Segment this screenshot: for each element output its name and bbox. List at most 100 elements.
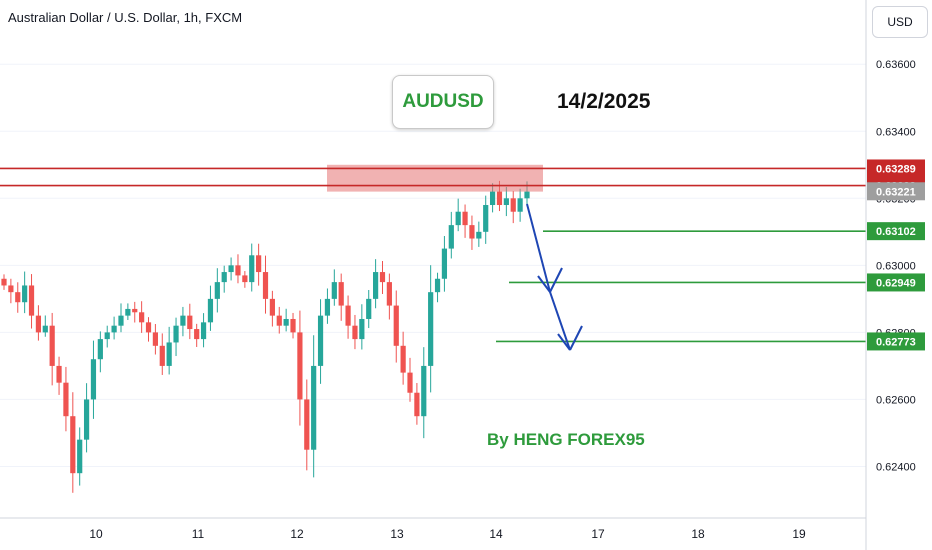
price-tick-label: 0.62600 (876, 394, 916, 406)
time-tick-label: 18 (691, 527, 705, 541)
time-tick-label: 17 (591, 527, 605, 541)
svg-text:0.62949: 0.62949 (876, 277, 916, 289)
current-price-label: 0.63221 (867, 182, 925, 201)
candlestick-series (1, 180, 530, 493)
candle (104, 325, 110, 348)
candle (462, 204, 468, 238)
candle (455, 198, 461, 232)
candle (173, 317, 179, 357)
candle (235, 254, 241, 284)
time-tick-label: 14 (489, 527, 503, 541)
candle (125, 303, 131, 320)
candle (290, 312, 296, 339)
candle (379, 260, 386, 295)
candle (187, 303, 193, 340)
candle (132, 301, 138, 323)
candle (145, 317, 152, 342)
time-axis: 10 11 12 13 14 17 18 19 (89, 527, 806, 541)
candle (77, 427, 83, 486)
time-tick-label: 10 (89, 527, 103, 541)
price-tick-label: 0.62400 (876, 461, 916, 473)
price-tick-label: 0.63600 (876, 59, 916, 71)
candle (483, 195, 489, 244)
price-tick-label: 0.63400 (876, 126, 916, 138)
candle (304, 379, 310, 471)
candle (15, 282, 21, 313)
candle (242, 271, 248, 288)
candle (256, 243, 262, 286)
candle (262, 255, 269, 314)
candle (428, 265, 434, 393)
candle (269, 290, 275, 327)
candle (311, 335, 317, 478)
candle (331, 269, 337, 306)
candle (338, 273, 344, 321)
currency-button[interactable]: USD (872, 6, 928, 38)
candle (194, 323, 200, 347)
candle (228, 257, 234, 281)
candle (373, 259, 379, 309)
candle (152, 324, 158, 355)
candle (83, 383, 90, 453)
pair-label-box: AUDUSD (392, 75, 494, 129)
price-tick-label: 0.63000 (876, 260, 916, 272)
candle (517, 188, 523, 222)
time-tick-label: 12 (290, 527, 304, 541)
candle (510, 191, 516, 224)
candle (249, 243, 255, 292)
time-tick-label: 19 (792, 527, 806, 541)
author-annotation: By HENG FOREX95 (487, 430, 645, 449)
candle (414, 383, 420, 425)
candle (139, 301, 145, 333)
svg-text:0.63102: 0.63102 (876, 226, 916, 238)
candle (35, 305, 42, 341)
time-tick-label: 13 (390, 527, 404, 541)
target-price-label: 0.63102 (867, 222, 925, 241)
target-price-label: 0.62949 (867, 273, 925, 292)
candle (70, 392, 76, 493)
svg-text:0.62773: 0.62773 (876, 336, 916, 348)
svg-text:0.63221: 0.63221 (876, 186, 916, 198)
symbol-title: Australian Dollar / U.S. Dollar, 1h, FXC… (8, 10, 243, 25)
candle (97, 331, 103, 373)
candle (476, 221, 482, 247)
candle (434, 272, 441, 303)
candle (297, 310, 303, 426)
candle (180, 306, 186, 337)
candle (359, 304, 365, 350)
resistance-price-label: 0.63289 (867, 159, 925, 178)
candle (317, 299, 324, 384)
candle (276, 306, 282, 334)
candle (214, 268, 220, 313)
candle (1, 274, 7, 290)
candle (42, 315, 48, 337)
candle (352, 314, 358, 350)
candle (118, 303, 124, 333)
candle (221, 265, 227, 293)
candle (503, 186, 509, 217)
candle (111, 316, 117, 340)
date-annotation: 14/2/2025 (557, 90, 651, 113)
candle (366, 289, 372, 329)
candle (63, 366, 69, 432)
candle (407, 357, 413, 402)
candle (469, 215, 475, 250)
candle (166, 326, 172, 375)
candle (345, 295, 351, 339)
candle (56, 356, 62, 395)
candle (49, 312, 55, 386)
candle (393, 290, 399, 363)
candle (324, 288, 331, 324)
target-price-label: 0.62773 (867, 332, 925, 351)
candle (448, 211, 454, 259)
price-line-labels: 0.632890.632380.632210.631020.629490.627… (867, 159, 925, 351)
candle (8, 278, 14, 304)
svg-text:0.63289: 0.63289 (876, 163, 916, 175)
candle (159, 333, 165, 375)
time-tick-label: 11 (192, 527, 205, 541)
candle (90, 340, 97, 419)
candle (28, 274, 35, 329)
candle (200, 313, 207, 348)
forecast-arrow (526, 203, 583, 351)
